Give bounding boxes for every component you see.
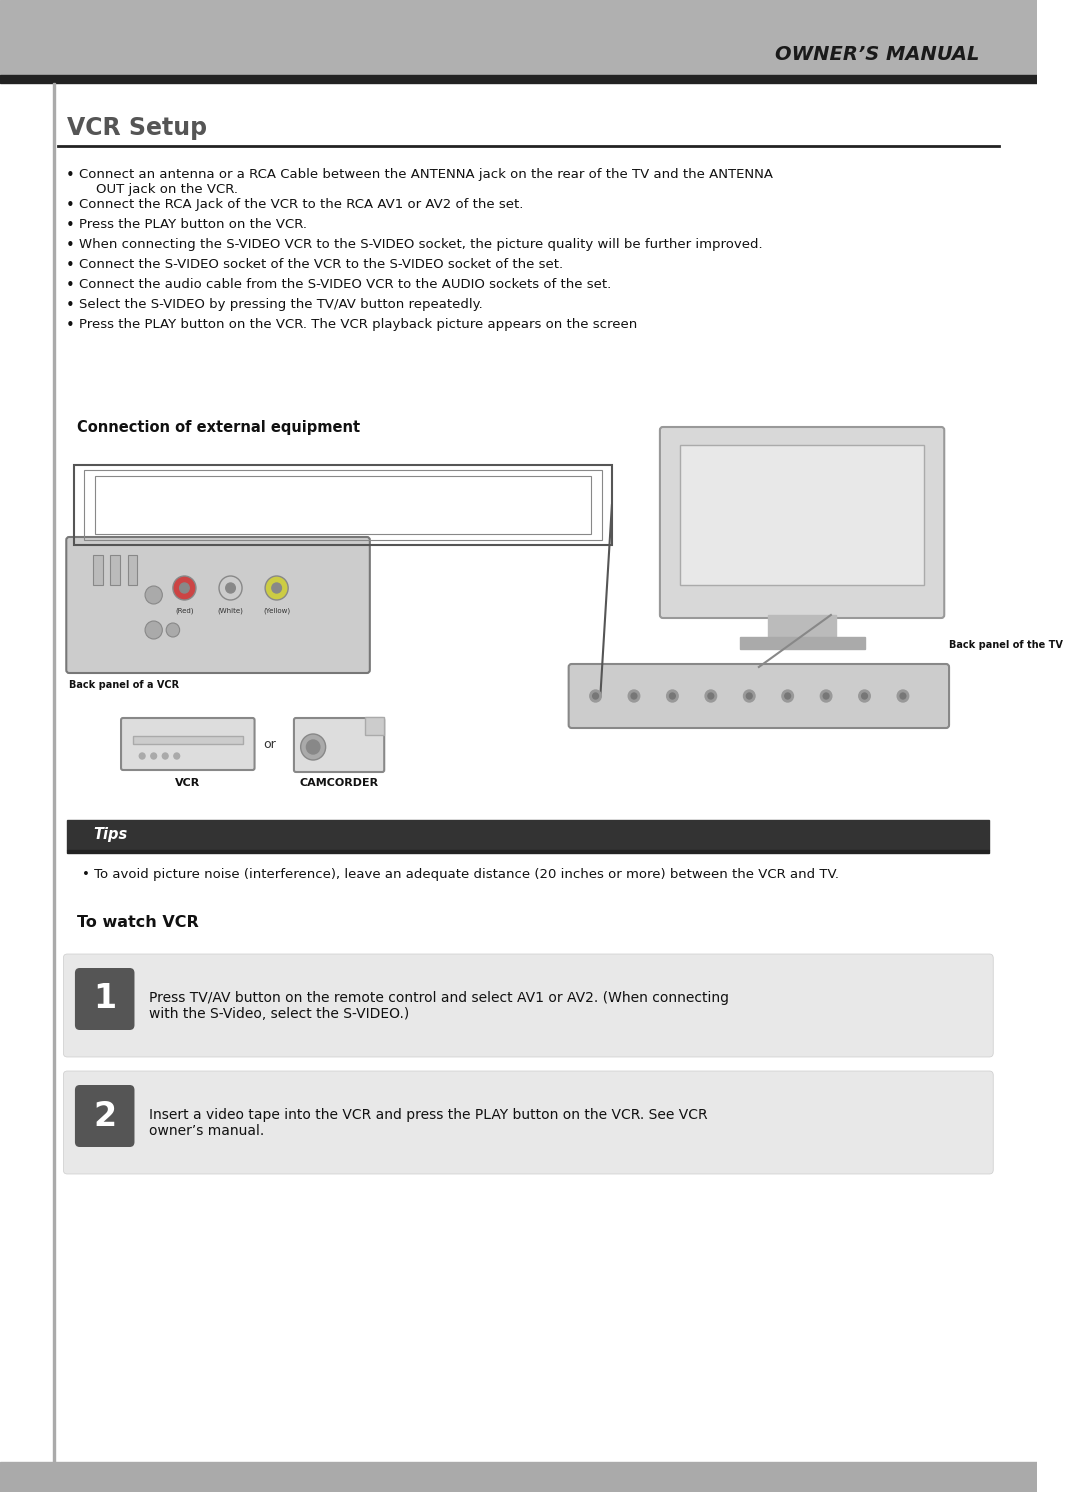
Text: To watch VCR: To watch VCR <box>77 915 199 930</box>
Text: Press TV/AV button on the remote control and select AV1 or AV2. (When connecting: Press TV/AV button on the remote control… <box>149 991 729 1021</box>
Text: •: • <box>65 298 75 313</box>
Text: Back panel of a VCR: Back panel of a VCR <box>69 680 179 689</box>
Bar <box>680 445 924 585</box>
Circle shape <box>145 586 162 604</box>
Circle shape <box>593 692 598 698</box>
FancyBboxPatch shape <box>64 1071 994 1174</box>
Circle shape <box>629 689 639 703</box>
Circle shape <box>590 689 602 703</box>
FancyBboxPatch shape <box>64 953 994 1056</box>
Text: Connect the audio cable from the S-VIDEO VCR to the AUDIO sockets of the set.: Connect the audio cable from the S-VIDEO… <box>79 278 611 291</box>
Bar <box>93 555 103 585</box>
Circle shape <box>708 692 714 698</box>
Circle shape <box>823 692 829 698</box>
Text: Insert a video tape into the VCR and press the PLAY button on the VCR. See VCR
o: Insert a video tape into the VCR and pre… <box>149 1109 707 1138</box>
Circle shape <box>862 692 867 698</box>
Text: 1: 1 <box>93 983 117 1016</box>
Text: Press the PLAY button on the VCR.: Press the PLAY button on the VCR. <box>79 218 307 231</box>
Text: VCR: VCR <box>175 777 200 788</box>
Bar <box>83 470 603 540</box>
Text: VCR Setup: VCR Setup <box>67 116 207 140</box>
Text: (Yellow): (Yellow) <box>264 609 291 615</box>
Text: •: • <box>65 258 75 273</box>
Circle shape <box>219 576 242 600</box>
Bar <box>0 0 1038 75</box>
Circle shape <box>746 692 752 698</box>
Bar <box>95 476 591 534</box>
Circle shape <box>139 753 145 759</box>
Bar <box>67 850 989 853</box>
Text: •: • <box>65 318 75 333</box>
Circle shape <box>179 583 189 592</box>
Text: When connecting the S-VIDEO VCR to the S-VIDEO socket, the picture quality will : When connecting the S-VIDEO VCR to the S… <box>79 239 762 251</box>
Circle shape <box>900 692 906 698</box>
Bar <box>67 821 989 850</box>
Text: (Red): (Red) <box>175 609 193 615</box>
Bar <box>0 75 1038 84</box>
Text: 2: 2 <box>93 1100 117 1132</box>
Text: Connect the RCA Jack of the VCR to the RCA AV1 or AV2 of the set.: Connect the RCA Jack of the VCR to the R… <box>79 198 523 210</box>
Text: or: or <box>264 737 276 750</box>
FancyBboxPatch shape <box>294 718 384 771</box>
Bar <box>127 555 137 585</box>
Text: •: • <box>65 239 75 254</box>
Bar <box>0 1462 1038 1492</box>
Bar <box>769 615 836 637</box>
Text: Connection of external equipment: Connection of external equipment <box>77 421 360 436</box>
Circle shape <box>300 734 326 759</box>
Circle shape <box>166 624 179 637</box>
Circle shape <box>859 689 870 703</box>
Text: Connect an antenna or a RCA Cable between the ANTENNA jack on the rear of the TV: Connect an antenna or a RCA Cable betwee… <box>79 169 773 195</box>
Bar <box>110 555 120 585</box>
Bar <box>133 736 243 745</box>
Text: Press the PLAY button on the VCR. The VCR playback picture appears on the screen: Press the PLAY button on the VCR. The VC… <box>79 318 637 331</box>
Bar <box>53 84 55 1473</box>
Text: •: • <box>65 169 75 184</box>
Circle shape <box>897 689 908 703</box>
Circle shape <box>272 583 282 592</box>
Circle shape <box>666 689 678 703</box>
Circle shape <box>162 753 168 759</box>
FancyBboxPatch shape <box>660 427 944 618</box>
Circle shape <box>145 621 162 639</box>
Text: Back panel of the TV: Back panel of the TV <box>949 640 1063 651</box>
Circle shape <box>226 583 235 592</box>
Circle shape <box>174 753 179 759</box>
Text: Connect the S-VIDEO socket of the VCR to the S-VIDEO socket of the set.: Connect the S-VIDEO socket of the VCR to… <box>79 258 563 272</box>
Circle shape <box>631 692 637 698</box>
Bar <box>740 637 864 649</box>
Circle shape <box>743 689 755 703</box>
Circle shape <box>307 740 320 753</box>
Text: OWNER’S MANUAL: OWNER’S MANUAL <box>775 45 980 64</box>
Circle shape <box>173 576 195 600</box>
Circle shape <box>151 753 157 759</box>
Text: CAMCORDER: CAMCORDER <box>299 777 379 788</box>
Circle shape <box>670 692 675 698</box>
Circle shape <box>265 576 288 600</box>
FancyBboxPatch shape <box>75 968 135 1029</box>
Circle shape <box>785 692 791 698</box>
Text: Select the S-VIDEO by pressing the TV/AV button repeatedly.: Select the S-VIDEO by pressing the TV/AV… <box>79 298 483 310</box>
FancyBboxPatch shape <box>121 718 255 770</box>
FancyBboxPatch shape <box>569 664 949 728</box>
Text: •: • <box>65 198 75 213</box>
Circle shape <box>821 689 832 703</box>
Text: •: • <box>65 278 75 292</box>
Text: Tips: Tips <box>93 828 127 843</box>
Circle shape <box>782 689 794 703</box>
Text: • To avoid picture noise (interference), leave an adequate distance (20 inches o: • To avoid picture noise (interference),… <box>82 868 839 880</box>
Text: (White): (White) <box>217 609 243 615</box>
Bar <box>73 466 612 545</box>
FancyBboxPatch shape <box>75 1085 135 1147</box>
Bar <box>365 718 384 736</box>
Circle shape <box>705 689 717 703</box>
Text: •: • <box>65 218 75 233</box>
FancyBboxPatch shape <box>66 537 369 673</box>
